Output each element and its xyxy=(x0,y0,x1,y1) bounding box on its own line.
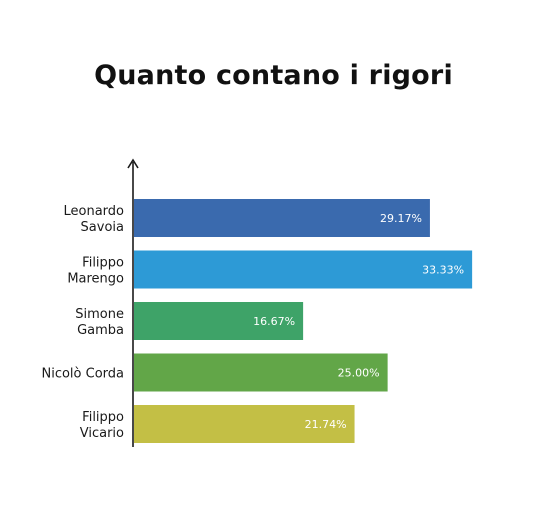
chart-title: Quanto contano i rigori xyxy=(94,60,453,91)
bar-3 xyxy=(134,353,388,392)
category-label-1: Filippo Marengo xyxy=(67,256,124,287)
bar-value-label-0: 29.17% xyxy=(380,212,422,225)
bar-value-label-1: 33.33% xyxy=(422,264,464,277)
category-label-4: Filippo Vicario xyxy=(80,410,124,441)
category-label-3: Nicolò Corda xyxy=(41,367,124,382)
y-axis-arrow-icon xyxy=(127,158,139,169)
bar-2 xyxy=(134,302,304,340)
bar-value-label-3: 25.00% xyxy=(338,367,380,380)
category-label-2: Simone Gamba xyxy=(75,307,124,338)
bar-value-label-4: 21.74% xyxy=(305,418,347,431)
bar-value-label-2: 16.67% xyxy=(253,315,295,328)
bar-1 xyxy=(134,250,473,289)
bar-0 xyxy=(134,199,430,237)
bar-4 xyxy=(134,405,355,443)
category-label-0: Leonardo Savoia xyxy=(64,204,125,235)
